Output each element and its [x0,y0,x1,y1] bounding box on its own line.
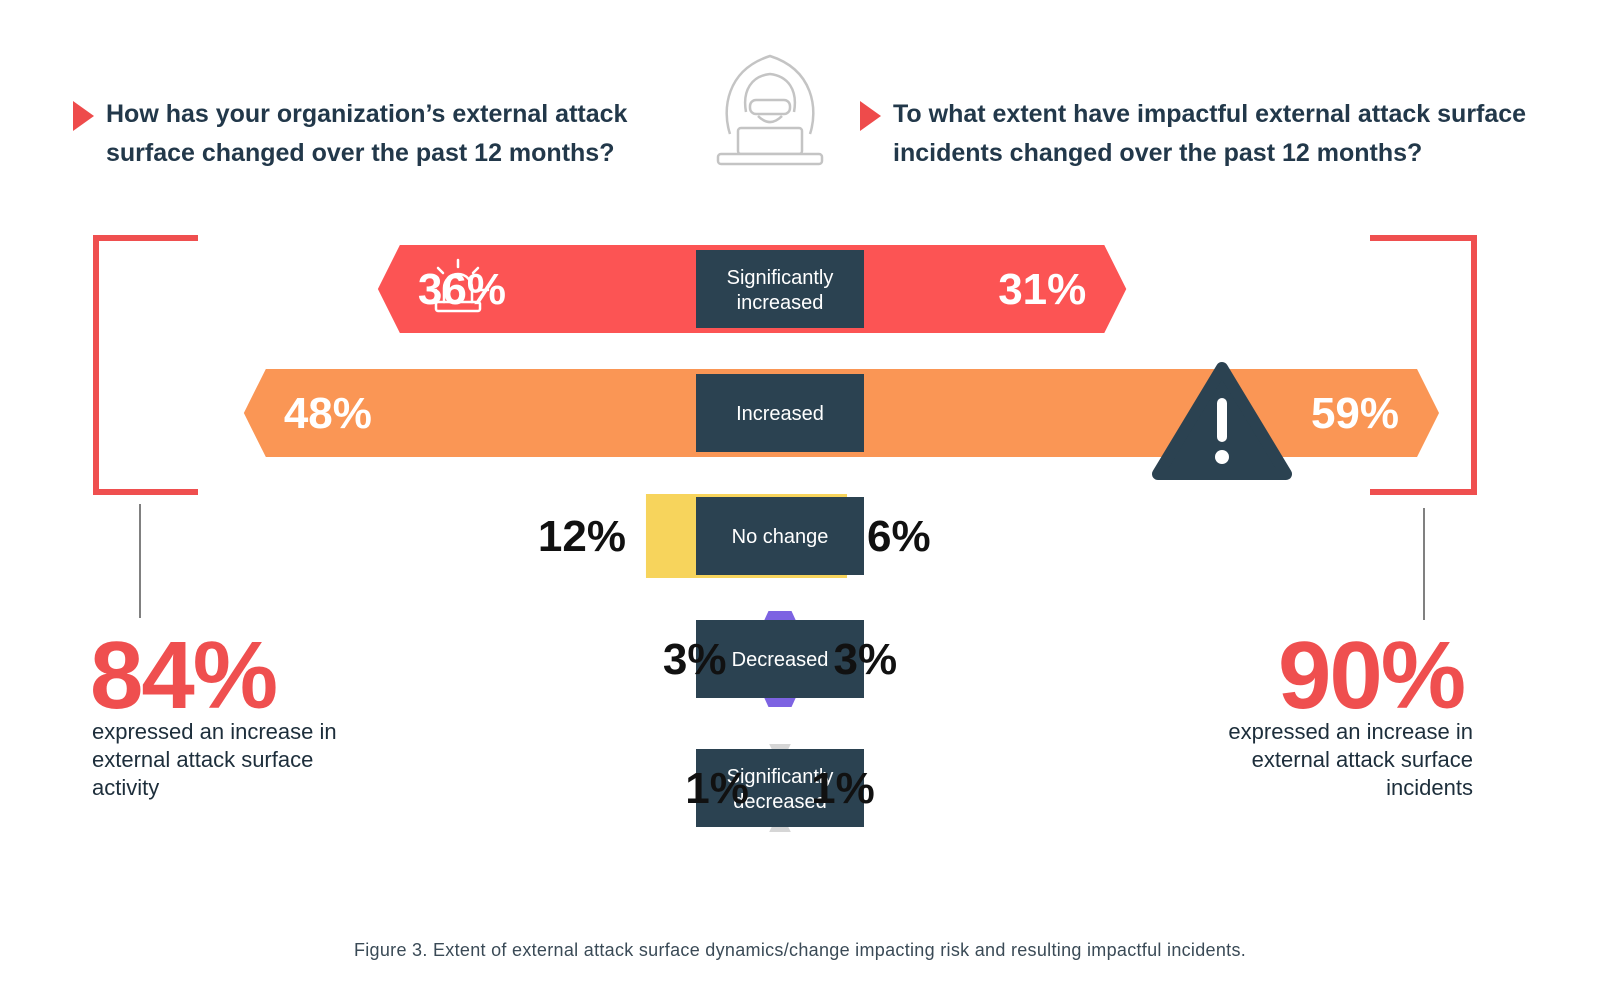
right-summary-text: expressed an increase in external attack… [1228,719,1473,800]
left-question: How has your organization’s external att… [73,95,706,173]
category-label-1: Increased [736,403,824,425]
category-box-1 [696,374,864,452]
figure-caption: Figure 3. Extent of external attack surf… [353,940,1247,960]
right-question-text: To what extent have impactful external a… [893,100,1527,167]
play-triangle-icon [860,101,881,131]
category-label-2: No change [732,526,829,548]
right-question: To what extent have impactful external a… [860,95,1573,173]
left-value-label-1: 48% [284,389,372,438]
right-value-label-4: 1% [811,764,875,813]
category-box-4 [696,749,864,827]
right-summary-value: 90% [1278,622,1466,729]
right-value-label-3: 3% [834,635,898,684]
left-value-label-2: 12% [538,512,626,561]
hacker-icon [716,54,824,166]
siren-icon [426,258,490,313]
right-value-label-1: 59% [1311,389,1399,438]
right-bracket [1370,235,1477,495]
left-bracket [93,235,198,495]
warning-icon [1152,362,1292,480]
category-label-4: Significantly decreased [727,766,834,813]
left-summary-value: 84% [90,622,278,729]
category-box-0 [696,250,864,328]
play-triangle-icon [73,101,94,131]
category-label-0: Significantly increased [727,267,834,314]
category-box-2 [696,497,864,575]
left-value-label-3: 3% [663,635,727,684]
right-value-label-0: 31% [998,265,1086,314]
right-value-label-2: 6% [867,512,931,561]
category-label-3: Decreased [732,649,829,671]
left-value-label-4: 1% [685,764,749,813]
left-summary-text: expressed an increase in external attack… [92,719,337,800]
left-question-text: How has your organization’s external att… [106,100,628,167]
category-box-3 [696,620,864,698]
